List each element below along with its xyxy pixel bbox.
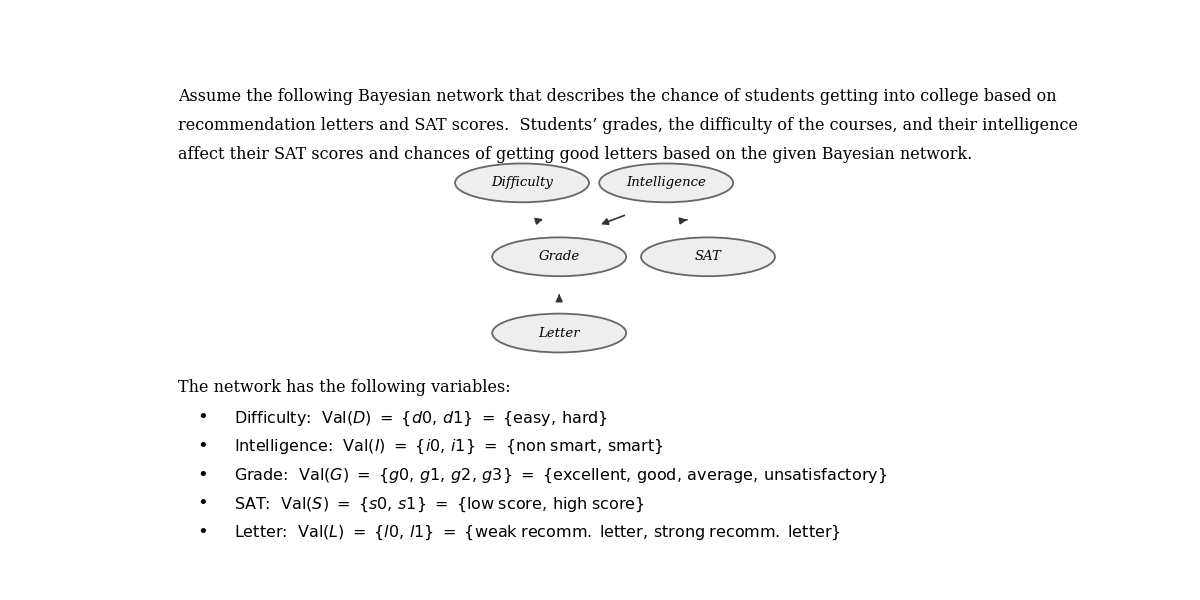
Text: Grade: Grade	[539, 250, 580, 263]
Ellipse shape	[492, 314, 626, 352]
Text: Letter: Letter	[539, 326, 580, 340]
Text: SAT: SAT	[695, 250, 721, 263]
Ellipse shape	[599, 163, 733, 202]
Text: The network has the following variables:: The network has the following variables:	[178, 379, 510, 396]
Text: •: •	[198, 524, 209, 542]
Text: recommendation letters and SAT scores.  Students’ grades, the difficulty of the : recommendation letters and SAT scores. S…	[178, 117, 1078, 134]
Text: $\mathrm{SAT}$:  $\mathrm{Val}(S)$ $=$ $\{s0,\, s1\}$ $=$ $\{\mathrm{low\; score: $\mathrm{SAT}$: $\mathrm{Val}(S)$ $=$ $\…	[234, 495, 644, 514]
Text: •: •	[198, 438, 209, 456]
Ellipse shape	[492, 238, 626, 276]
Text: Difficulty: Difficulty	[491, 176, 553, 190]
Ellipse shape	[641, 238, 775, 276]
Text: Intelligence: Intelligence	[626, 176, 706, 190]
Text: affect their SAT scores and chances of getting good letters based on the given B: affect their SAT scores and chances of g…	[178, 146, 972, 163]
Text: •: •	[198, 467, 209, 485]
Text: Assume the following Bayesian network that describes the chance of students gett: Assume the following Bayesian network th…	[178, 88, 1056, 105]
Text: $\mathrm{Difficulty}$:  $\mathrm{Val}(D)$ $=$ $\{d0,\, d1\}$ $=$ $\{\mathrm{easy: $\mathrm{Difficulty}$: $\mathrm{Val}(D)$…	[234, 409, 607, 428]
Text: $\mathrm{Intelligence}$:  $\mathrm{Val}(I)$ $=$ $\{i0,\, i1\}$ $=$ $\{\mathrm{no: $\mathrm{Intelligence}$: $\mathrm{Val}(I…	[234, 438, 664, 457]
Text: $\mathrm{Letter}$:  $\mathrm{Val}(L)$ $=$ $\{l0,\, l1\}$ $=$ $\{\mathrm{weak\; r: $\mathrm{Letter}$: $\mathrm{Val}(L)$ $=$…	[234, 524, 840, 542]
Text: •: •	[198, 409, 209, 427]
Text: $\mathrm{Grade}$:  $\mathrm{Val}(G)$ $=$ $\{g0,\, g1,\, g2,\, g3\}$ $=$ $\{\math: $\mathrm{Grade}$: $\mathrm{Val}(G)$ $=$ …	[234, 467, 887, 485]
Text: •: •	[198, 495, 209, 513]
Ellipse shape	[455, 163, 589, 202]
